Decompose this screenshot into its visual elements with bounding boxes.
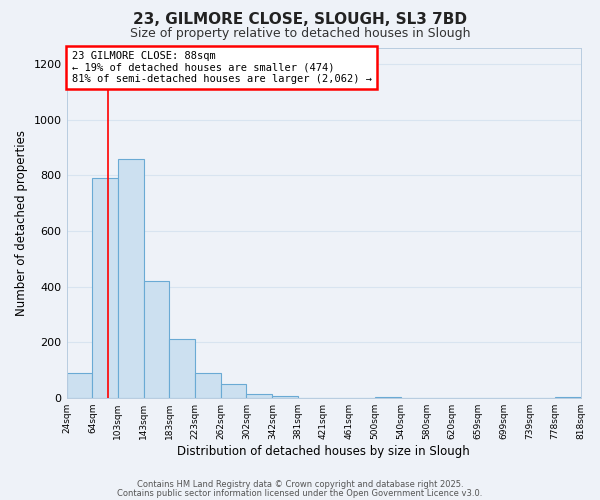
Bar bbox=[196, 372, 221, 398]
Bar bbox=[554, 397, 581, 398]
Bar bbox=[118, 158, 143, 398]
Y-axis label: Number of detached properties: Number of detached properties bbox=[15, 130, 28, 316]
Text: 23, GILMORE CLOSE, SLOUGH, SL3 7BD: 23, GILMORE CLOSE, SLOUGH, SL3 7BD bbox=[133, 12, 467, 28]
X-axis label: Distribution of detached houses by size in Slough: Distribution of detached houses by size … bbox=[177, 444, 470, 458]
Bar bbox=[247, 394, 272, 398]
Bar bbox=[374, 397, 401, 398]
Bar bbox=[272, 396, 298, 398]
Text: Contains HM Land Registry data © Crown copyright and database right 2025.: Contains HM Land Registry data © Crown c… bbox=[137, 480, 463, 489]
Text: Contains public sector information licensed under the Open Government Licence v3: Contains public sector information licen… bbox=[118, 488, 482, 498]
Bar bbox=[67, 372, 92, 398]
Text: 23 GILMORE CLOSE: 88sqm
← 19% of detached houses are smaller (474)
81% of semi-d: 23 GILMORE CLOSE: 88sqm ← 19% of detache… bbox=[71, 51, 371, 84]
Bar bbox=[221, 384, 247, 398]
Bar bbox=[169, 340, 196, 398]
Text: Size of property relative to detached houses in Slough: Size of property relative to detached ho… bbox=[130, 28, 470, 40]
Bar bbox=[92, 178, 118, 398]
Bar bbox=[143, 281, 169, 398]
